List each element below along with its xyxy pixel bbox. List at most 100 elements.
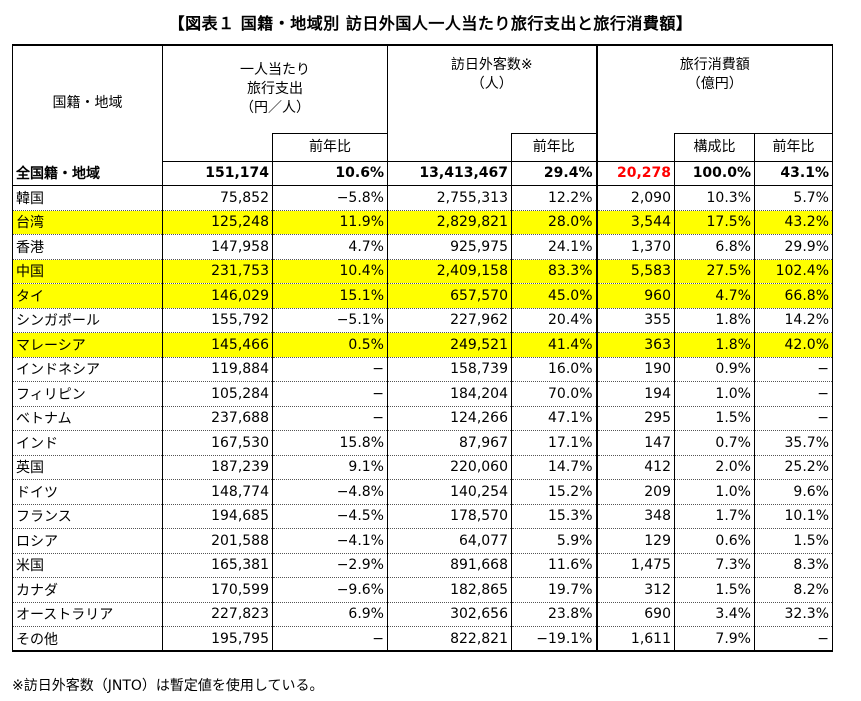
table-row: フィリピン 105,284−184,204 70.0% 194 1.0% − [12, 381, 833, 407]
table-row: カナダ 170,599 −9.6% 182,865 19.7% 312 1.5% 8.2% [12, 577, 833, 603]
header-spend-line2: 旅行支出 [247, 80, 303, 97]
cell-spend-yoy: −9.6% [272, 577, 388, 603]
cell-spend-yoy: − [272, 406, 388, 431]
cell-country: フィリピン [12, 381, 163, 407]
cell-share: 0.6% [674, 528, 755, 554]
cell-consumption: 690 [596, 602, 675, 627]
cell-country: ドイツ [12, 479, 163, 505]
header-spend-blank [162, 133, 273, 162]
table-row: その他 195,795−822,821 −19.1% 1,611 7.9% − [12, 626, 833, 652]
cell-share: 4.7% [674, 283, 755, 309]
cell-country: その他 [12, 626, 163, 652]
cell-share: 0.9% [674, 357, 755, 382]
cell-visitors: 2,755,313 [387, 185, 512, 211]
cell-consumption: 129 [596, 528, 675, 554]
table-row: タイ 146,029 15.1% 657,570 45.0% 960 4.7% 66.8% [12, 283, 833, 309]
cell-visitors-yoy: 29.4% [511, 161, 598, 186]
cell-share: 1.8% [674, 332, 755, 358]
cell-consumption: 1,370 [596, 234, 675, 260]
cell-consumption: 20,278 [596, 161, 675, 186]
header-visitors-line2: （人） [470, 76, 513, 92]
cell-visitors-yoy: 14.7% [511, 455, 598, 480]
cell-share: 1.0% [674, 479, 755, 505]
cell-spend-yoy: − [272, 626, 388, 652]
cell-country: シンガポール [12, 308, 163, 333]
cell-consumption: 209 [596, 479, 675, 505]
cell-country: インドネシア [12, 357, 163, 382]
cell-share: 10.3% [674, 185, 755, 211]
cell-consumption: 2,090 [596, 185, 675, 211]
cell-spend: 231,753 [162, 259, 273, 284]
cell-consumption-yoy: 25.2% [754, 455, 833, 480]
header-spend-per-person: 一人当たり 旅行支出 （円／人） [162, 44, 388, 133]
table-row: 米国 165,381 −2.9% 891,668 11.6% 1,475 7.3% 8.3% [12, 553, 833, 578]
cell-consumption: 1,611 [596, 626, 675, 652]
cell-country: ロシア [12, 528, 163, 554]
cell-visitors: 178,570 [387, 504, 512, 529]
cell-consumption-yoy: 66.8% [754, 283, 833, 309]
cell-visitors: 302,656 [387, 602, 512, 627]
cell-spend: 147,958 [162, 234, 273, 260]
header-consumption-yoy: 前年比 [754, 132, 833, 162]
cell-consumption-yoy: 29.9% [754, 234, 833, 260]
table-row: ベトナム 237,688−124,266 47.1% 295 1.5% − [12, 406, 833, 431]
cell-visitors-yoy: 47.1% [511, 406, 598, 431]
cell-visitors-yoy: 17.1% [511, 430, 598, 456]
table-row: インド 167,530 15.8% 87,967 17.1% 147 0.7% 35.7% [12, 430, 833, 456]
cell-consumption: 194 [596, 381, 675, 407]
header-spend-line1: 一人当たり [240, 61, 310, 78]
cell-spend-yoy: 6.9% [272, 602, 388, 627]
cell-consumption: 363 [596, 332, 675, 358]
cell-spend-yoy: 10.4% [272, 259, 388, 284]
cell-consumption-yoy: 1.5% [754, 528, 833, 554]
header-country: 国籍・地域 [12, 44, 163, 161]
cell-visitors: 220,060 [387, 455, 512, 480]
cell-spend: 75,852 [162, 185, 273, 211]
header-share: 構成比 [674, 132, 755, 162]
cell-visitors-yoy: 41.4% [511, 332, 598, 358]
cell-consumption: 348 [596, 504, 675, 529]
table-row: 香港 147,958 4.7% 925,975 24.1% 1,370 6.8% 29.9% [12, 234, 833, 260]
cell-spend: 227,823 [162, 602, 273, 627]
cell-country: 香港 [12, 234, 163, 260]
cell-consumption-yoy: 8.3% [754, 553, 833, 578]
cell-consumption: 5,583 [596, 259, 675, 284]
cell-share: 7.3% [674, 553, 755, 578]
cell-spend-yoy: 15.1% [272, 283, 388, 309]
header-visitors-line1: 訪日外客数※ [450, 57, 533, 73]
cell-spend: 194,685 [162, 504, 273, 529]
cell-consumption: 355 [596, 308, 675, 333]
cell-visitors: 87,967 [387, 430, 512, 456]
cell-share: 100.0% [674, 161, 755, 186]
cell-visitors-yoy: 16.0% [511, 357, 598, 382]
cell-spend: 187,239 [162, 455, 273, 480]
header-visitors-yoy: 前年比 [511, 132, 598, 162]
table-row: 台湾 125,248 11.9% 2,829,821 28.0% 3,544 17.5% 43… [12, 210, 833, 235]
cell-visitors-yoy: 15.3% [511, 504, 598, 529]
header-consumption: 旅行消費額 （億円） [596, 44, 833, 133]
cell-visitors: 184,204 [387, 381, 512, 407]
cell-spend: 146,029 [162, 283, 273, 309]
cell-country: 台湾 [12, 210, 163, 235]
table-row: シンガポール 155,792 −5.1% 227,962 20.4% 355 1.8% 14.… [12, 308, 833, 333]
cell-spend: 237,688 [162, 406, 273, 431]
cell-country: 米国 [12, 553, 163, 578]
cell-visitors-yoy: 19.7% [511, 577, 598, 603]
cell-spend: 119,884 [162, 357, 273, 382]
cell-consumption-yoy: 5.7% [754, 185, 833, 211]
cell-visitors-yoy: 11.6% [511, 553, 598, 578]
cell-consumption: 295 [596, 406, 675, 431]
cell-spend-yoy: −5.1% [272, 308, 388, 333]
cell-consumption: 147 [596, 430, 675, 456]
cell-consumption: 312 [596, 577, 675, 603]
cell-share: 1.7% [674, 504, 755, 529]
travel-spending-table: 国籍・地域 一人当たり 旅行支出 （円／人） 訪日外客数※ （人） 旅行消費額 … [12, 44, 833, 652]
cell-country: 韓国 [12, 185, 163, 211]
cell-visitors-yoy: 24.1% [511, 234, 598, 260]
table-row: 中国 231,753 10.4% 2,409,158 83.3% 5,583 27.5% 10… [12, 259, 833, 284]
cell-visitors-yoy: 12.2% [511, 185, 598, 211]
table-row: マレーシア 145,466 0.5% 249,521 41.4% 363 1.8% 42.0% [12, 332, 833, 358]
cell-country: フランス [12, 504, 163, 529]
table-row: インドネシア 119,884−158,739 16.0% 190 0.9% − [12, 357, 833, 382]
cell-consumption-yoy: − [754, 381, 833, 407]
